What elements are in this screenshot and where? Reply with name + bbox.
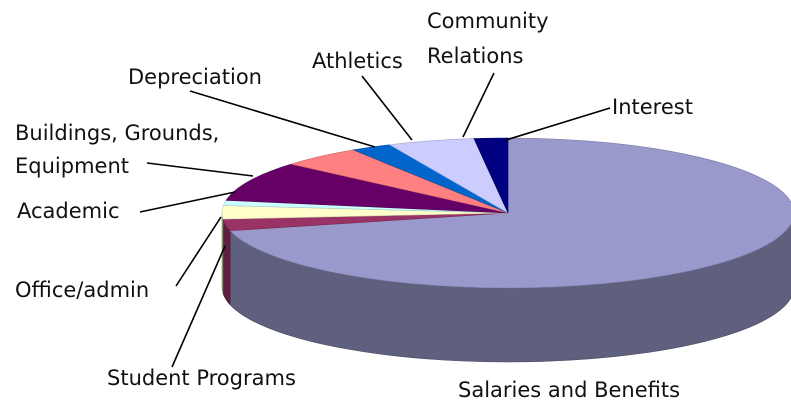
leader-line-academic: [139, 191, 236, 213]
leader-line-athletics: [361, 75, 413, 141]
leader-line-student-programs: [171, 245, 226, 368]
slice-label-salaries-and-benefits: Salaries and Benefits: [458, 378, 680, 402]
slice-label-athletics: Athletics: [312, 49, 403, 73]
leader-lines: [139, 72, 611, 368]
slice-label-interest: Interest: [612, 95, 693, 119]
slice-label-buildings-grounds-equipment: Buildings, Grounds, Equipment: [15, 121, 219, 178]
leader-line-office-admin: [175, 216, 222, 287]
slice-label-student-programs: Student Programs: [107, 366, 296, 390]
slice-labels: Salaries and Benefits Student Programs Off…: [15, 9, 693, 402]
leader-line-depreciation: [189, 90, 376, 148]
leader-line-buildings-grounds-equipment: [146, 162, 254, 177]
pie-slice-salaries-and-benefits: [229, 137, 791, 289]
pie-slices: [221, 137, 791, 289]
slice-label-community-relations: Community Relations: [427, 9, 549, 68]
pie-slice-interest: [473, 137, 509, 214]
slice-label-office-admin: Office/admin: [15, 278, 149, 302]
pie-side-student-programs: [222, 219, 231, 306]
leader-line-interest: [505, 107, 611, 141]
pie-slice-buildings-grounds-equipment: [225, 163, 509, 214]
slice-label-depreciation: Depreciation: [128, 65, 262, 89]
leader-line-community-relations: [462, 72, 495, 138]
slice-label-academic: Academic: [17, 199, 120, 223]
